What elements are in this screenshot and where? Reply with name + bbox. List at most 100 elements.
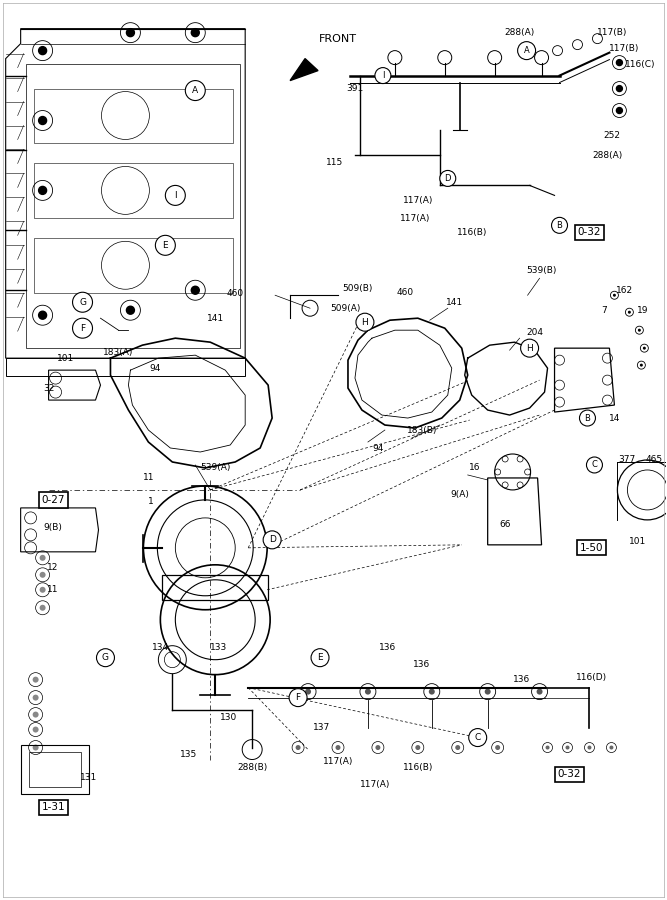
Text: 66: 66 xyxy=(499,520,510,529)
Circle shape xyxy=(33,695,39,700)
Circle shape xyxy=(638,328,641,332)
Text: 9(B): 9(B) xyxy=(43,524,62,533)
Text: 377: 377 xyxy=(619,455,636,464)
Text: 288(A): 288(A) xyxy=(504,28,535,37)
Text: 460: 460 xyxy=(227,289,243,298)
Text: E: E xyxy=(317,653,323,662)
Text: C: C xyxy=(592,461,598,470)
Circle shape xyxy=(521,339,538,357)
Text: 141: 141 xyxy=(207,314,224,323)
Text: 252: 252 xyxy=(603,131,620,140)
Circle shape xyxy=(73,319,93,338)
Circle shape xyxy=(39,311,47,320)
Circle shape xyxy=(33,726,39,733)
Circle shape xyxy=(155,235,175,256)
Text: 101: 101 xyxy=(629,537,646,546)
Text: 136: 136 xyxy=(413,661,430,670)
Polygon shape xyxy=(290,58,318,81)
Circle shape xyxy=(33,677,39,682)
Text: F: F xyxy=(295,693,301,702)
Circle shape xyxy=(552,218,568,233)
Text: 0-27: 0-27 xyxy=(42,495,65,505)
Text: 94: 94 xyxy=(372,444,384,453)
Circle shape xyxy=(456,745,460,750)
Circle shape xyxy=(39,587,45,593)
Text: 136: 136 xyxy=(513,675,530,684)
Text: 0-32: 0-32 xyxy=(578,228,601,238)
Circle shape xyxy=(495,745,500,750)
Text: 116(C): 116(C) xyxy=(625,60,656,69)
Circle shape xyxy=(580,410,596,426)
Circle shape xyxy=(616,86,622,92)
Text: 11: 11 xyxy=(47,585,58,594)
Circle shape xyxy=(165,185,185,205)
Circle shape xyxy=(469,729,487,746)
Text: 509(B): 509(B) xyxy=(343,284,373,292)
Text: 1: 1 xyxy=(147,498,153,507)
Circle shape xyxy=(588,745,592,750)
Text: G: G xyxy=(102,653,109,662)
Circle shape xyxy=(365,688,371,695)
Text: D: D xyxy=(269,536,275,544)
Text: 116(B): 116(B) xyxy=(403,763,433,772)
Text: 117(B): 117(B) xyxy=(609,44,640,53)
Text: A: A xyxy=(524,46,530,55)
Text: 11: 11 xyxy=(143,473,154,482)
Text: 1-31: 1-31 xyxy=(42,803,65,813)
Circle shape xyxy=(97,649,115,667)
Text: 141: 141 xyxy=(446,298,464,307)
Text: E: E xyxy=(163,241,168,250)
Text: 117(A): 117(A) xyxy=(403,196,433,205)
Text: 183(B): 183(B) xyxy=(407,426,437,435)
Circle shape xyxy=(616,59,622,66)
Circle shape xyxy=(191,29,199,37)
Circle shape xyxy=(33,712,39,717)
Text: 115: 115 xyxy=(326,158,344,166)
Text: 288(A): 288(A) xyxy=(592,151,622,160)
Circle shape xyxy=(185,81,205,101)
Text: 135: 135 xyxy=(179,750,197,759)
Text: 14: 14 xyxy=(609,413,620,422)
Text: B: B xyxy=(584,413,590,422)
Circle shape xyxy=(616,107,622,113)
Text: A: A xyxy=(192,86,198,95)
Circle shape xyxy=(375,68,391,84)
Circle shape xyxy=(39,186,47,194)
Circle shape xyxy=(289,688,307,706)
Circle shape xyxy=(643,346,646,350)
Text: 288(B): 288(B) xyxy=(237,763,267,772)
Text: 117(B): 117(B) xyxy=(597,28,628,37)
Circle shape xyxy=(586,457,602,473)
Text: 116(D): 116(D) xyxy=(576,673,607,682)
Circle shape xyxy=(356,313,374,331)
Circle shape xyxy=(429,688,435,695)
Circle shape xyxy=(336,745,340,750)
Text: 116(B): 116(B) xyxy=(456,228,487,237)
Circle shape xyxy=(39,572,45,578)
Text: 117(A): 117(A) xyxy=(360,780,390,789)
Text: G: G xyxy=(79,298,86,307)
Text: 509(A): 509(A) xyxy=(329,303,360,312)
Circle shape xyxy=(536,688,542,695)
Text: B: B xyxy=(556,220,562,230)
Circle shape xyxy=(376,745,380,750)
Circle shape xyxy=(127,29,135,37)
Circle shape xyxy=(640,364,643,366)
Text: 94: 94 xyxy=(149,364,161,373)
Text: 130: 130 xyxy=(219,713,237,722)
Text: 12: 12 xyxy=(47,563,58,572)
Circle shape xyxy=(610,745,614,750)
Text: 32: 32 xyxy=(43,383,54,392)
Circle shape xyxy=(305,688,311,695)
Circle shape xyxy=(39,605,45,611)
Text: 539(A): 539(A) xyxy=(200,464,230,472)
Text: I: I xyxy=(382,71,384,80)
Text: C: C xyxy=(475,734,481,742)
Circle shape xyxy=(440,170,456,186)
Text: 204: 204 xyxy=(526,328,543,337)
Text: 101: 101 xyxy=(57,354,74,363)
Text: 7: 7 xyxy=(602,306,608,315)
Circle shape xyxy=(39,554,45,561)
Text: 117(A): 117(A) xyxy=(323,757,354,766)
Text: 0-32: 0-32 xyxy=(558,770,581,779)
